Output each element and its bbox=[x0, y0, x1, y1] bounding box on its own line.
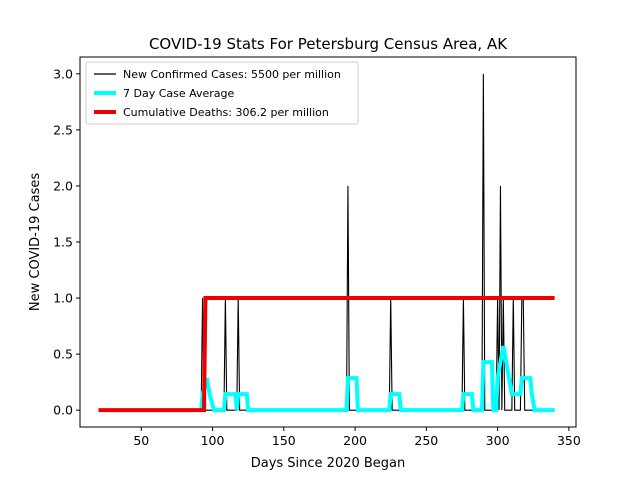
legend-box bbox=[85, 61, 359, 125]
y-tick-label: 2.0 bbox=[53, 178, 73, 193]
legend-label-cumulative-deaths: Cumulative Deaths: 306.2 per million bbox=[123, 106, 329, 119]
y-tick-label: 1.0 bbox=[53, 291, 73, 306]
chart-title: COVID-19 Stats For Petersburg Census Are… bbox=[149, 35, 508, 53]
x-tick-label: 50 bbox=[133, 433, 149, 448]
legend-label-new-cases: New Confirmed Cases: 5500 per million bbox=[123, 68, 341, 81]
x-tick-label: 350 bbox=[557, 433, 581, 448]
x-tick-label: 250 bbox=[414, 433, 438, 448]
x-tick-label: 200 bbox=[343, 433, 367, 448]
x-axis-title: Days Since 2020 Began bbox=[251, 456, 406, 471]
y-tick-label: 3.0 bbox=[53, 66, 73, 81]
y-axis-title: New COVID-19 Cases bbox=[28, 173, 43, 311]
x-tick-label: 300 bbox=[486, 433, 510, 448]
y-tick-label: 2.5 bbox=[53, 122, 73, 137]
series-line-cumulative-deaths bbox=[98, 296, 555, 413]
series-line-7day-average bbox=[199, 345, 555, 413]
x-tick-label: 150 bbox=[272, 433, 296, 448]
y-tick-label: 0.5 bbox=[53, 347, 73, 362]
y-tick-label: 1.5 bbox=[53, 235, 73, 250]
x-tick-label: 100 bbox=[201, 433, 225, 448]
y-axis: 0.0 0.5 1.0 1.5 2.0 2.5 3.0 bbox=[53, 66, 80, 418]
y-tick-label: 0.0 bbox=[53, 403, 73, 418]
legend-label-7day-average: 7 Day Case Average bbox=[123, 87, 235, 100]
series-layer bbox=[98, 73, 555, 413]
legend: New Confirmed Cases: 5500 per million 7 … bbox=[85, 61, 359, 125]
x-axis: 50 100 150 200 250 300 350 bbox=[133, 427, 581, 448]
